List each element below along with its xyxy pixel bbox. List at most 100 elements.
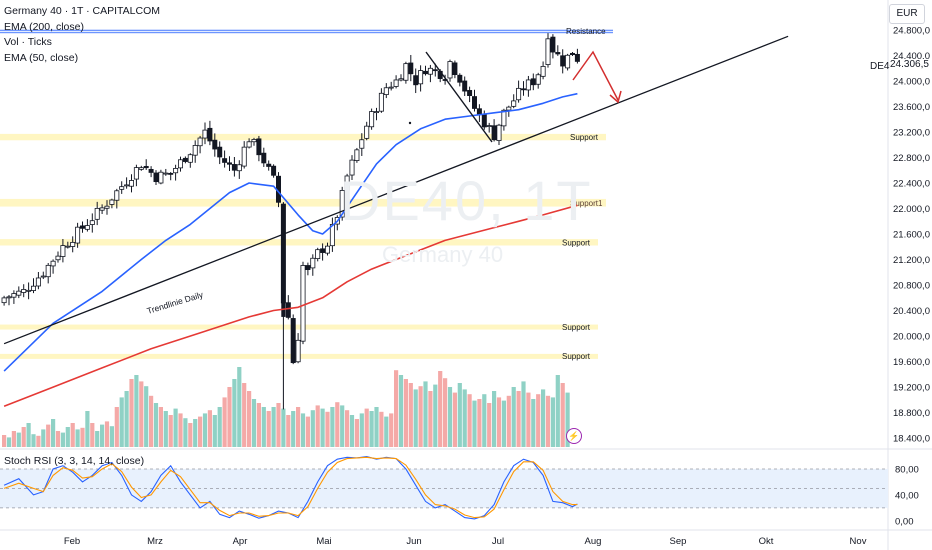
candle-body [89, 220, 95, 225]
candle-body [403, 63, 409, 81]
candle-body [452, 62, 458, 76]
chart-title: Germany 40 · 1T · CAPITALCOM [4, 5, 160, 17]
candle-body [545, 38, 551, 65]
candle-body [521, 88, 527, 91]
candle-body [40, 275, 46, 278]
volume-bar [256, 403, 261, 447]
candle-body [217, 146, 223, 158]
candle-body [290, 318, 296, 364]
volume-bar [345, 410, 350, 447]
price-tick-label: 20.400,0 [893, 306, 930, 317]
volume-bar [330, 407, 335, 447]
stoch-d-line [3, 456, 578, 519]
candle-body [354, 149, 360, 161]
candle-body [501, 109, 507, 127]
candle-body [388, 86, 394, 89]
price-tick-label: 18.800,0 [893, 408, 930, 419]
candle-body [516, 87, 522, 101]
candle-body [344, 175, 350, 191]
time-tick-label: Mrz [147, 536, 163, 547]
stoch-rsi-label[interactable]: Stoch RSI (3, 3, 14, 14, close) [4, 455, 145, 467]
volume-bar [134, 375, 139, 447]
volume-bar [202, 413, 208, 447]
volume-bar [447, 387, 453, 447]
candle-body [427, 67, 433, 75]
candle-body [266, 163, 272, 167]
volume-bar [403, 379, 408, 447]
lightning-icon[interactable]: ⚡ [566, 428, 582, 444]
downtrend-line [425, 51, 493, 143]
candle-body [236, 164, 242, 172]
candle-body [114, 190, 120, 201]
time-tick-label: Nov [850, 536, 867, 547]
indicator-ema50-label[interactable]: EMA (50, close) [4, 51, 79, 64]
candle-body [320, 248, 326, 253]
resistance-label: Resistance [566, 27, 606, 36]
candle-body [560, 55, 566, 67]
candle-body [251, 139, 257, 143]
volume-bar [237, 367, 242, 447]
candle-body [80, 225, 86, 229]
candle-body [109, 199, 115, 205]
candle-body [462, 80, 468, 92]
watermark-symbol: DE40, 1T [340, 169, 593, 232]
volume-bar [85, 411, 90, 447]
price-tick-label: 20.000,0 [893, 332, 930, 343]
volume-bar [443, 378, 448, 447]
volume-bar [251, 399, 257, 447]
candle-body [16, 290, 22, 296]
candle-body [226, 162, 232, 165]
candle-body [84, 225, 90, 230]
volume-bar [398, 375, 404, 447]
volume-bar [359, 413, 364, 447]
candle-body [168, 172, 174, 175]
volume-bar [144, 386, 149, 447]
candle-body [422, 70, 428, 75]
candle-body [124, 184, 130, 187]
candle-body [295, 339, 301, 363]
projection-arrowhead [609, 90, 622, 104]
candle-body [486, 125, 492, 127]
candle-body [315, 249, 321, 259]
candle-body [65, 245, 71, 248]
volume-bar [109, 426, 114, 447]
candle-body [413, 75, 419, 86]
candle-body [447, 61, 453, 79]
candle-body [50, 260, 56, 267]
volume-bar [16, 432, 21, 447]
volume-bar [300, 413, 306, 447]
candle-body [339, 190, 345, 218]
price-tick-label: 20.800,0 [893, 281, 930, 292]
volume-bar [467, 394, 472, 447]
candle-body [6, 296, 12, 299]
marker-dot [408, 121, 412, 125]
candle-body [398, 78, 404, 81]
indicator-volume-label[interactable]: Vol · Ticks [4, 36, 52, 48]
rsi-tick-label: 0,00 [895, 516, 914, 527]
volume-bar [501, 400, 506, 447]
volume-bar [369, 411, 374, 447]
watermark-name: Germany 40 [382, 242, 504, 267]
candle-body [393, 79, 399, 87]
candle-body [432, 69, 438, 72]
volume-bar [153, 403, 159, 447]
volume-bar [423, 381, 428, 447]
volume-bar [281, 408, 286, 447]
candle-body [305, 265, 311, 271]
price-tick-label: 24.800,0 [893, 25, 930, 36]
indicator-ema200-label[interactable]: EMA (200, close) [4, 20, 84, 33]
candle-body [467, 90, 473, 97]
volume-bar [374, 407, 379, 447]
volume-bar [325, 411, 330, 447]
volume-bar [291, 411, 296, 447]
currency-button[interactable]: EUR [889, 4, 925, 24]
volume-bar [511, 387, 516, 447]
candle-body [496, 124, 502, 141]
volume-bar [526, 392, 531, 447]
volume-bar [198, 416, 203, 447]
price-tick-label: 23.600,0 [893, 102, 930, 113]
volume-bar [80, 427, 85, 447]
price-tick-label: 22.000,0 [893, 204, 930, 215]
support-label: Support [570, 133, 599, 142]
